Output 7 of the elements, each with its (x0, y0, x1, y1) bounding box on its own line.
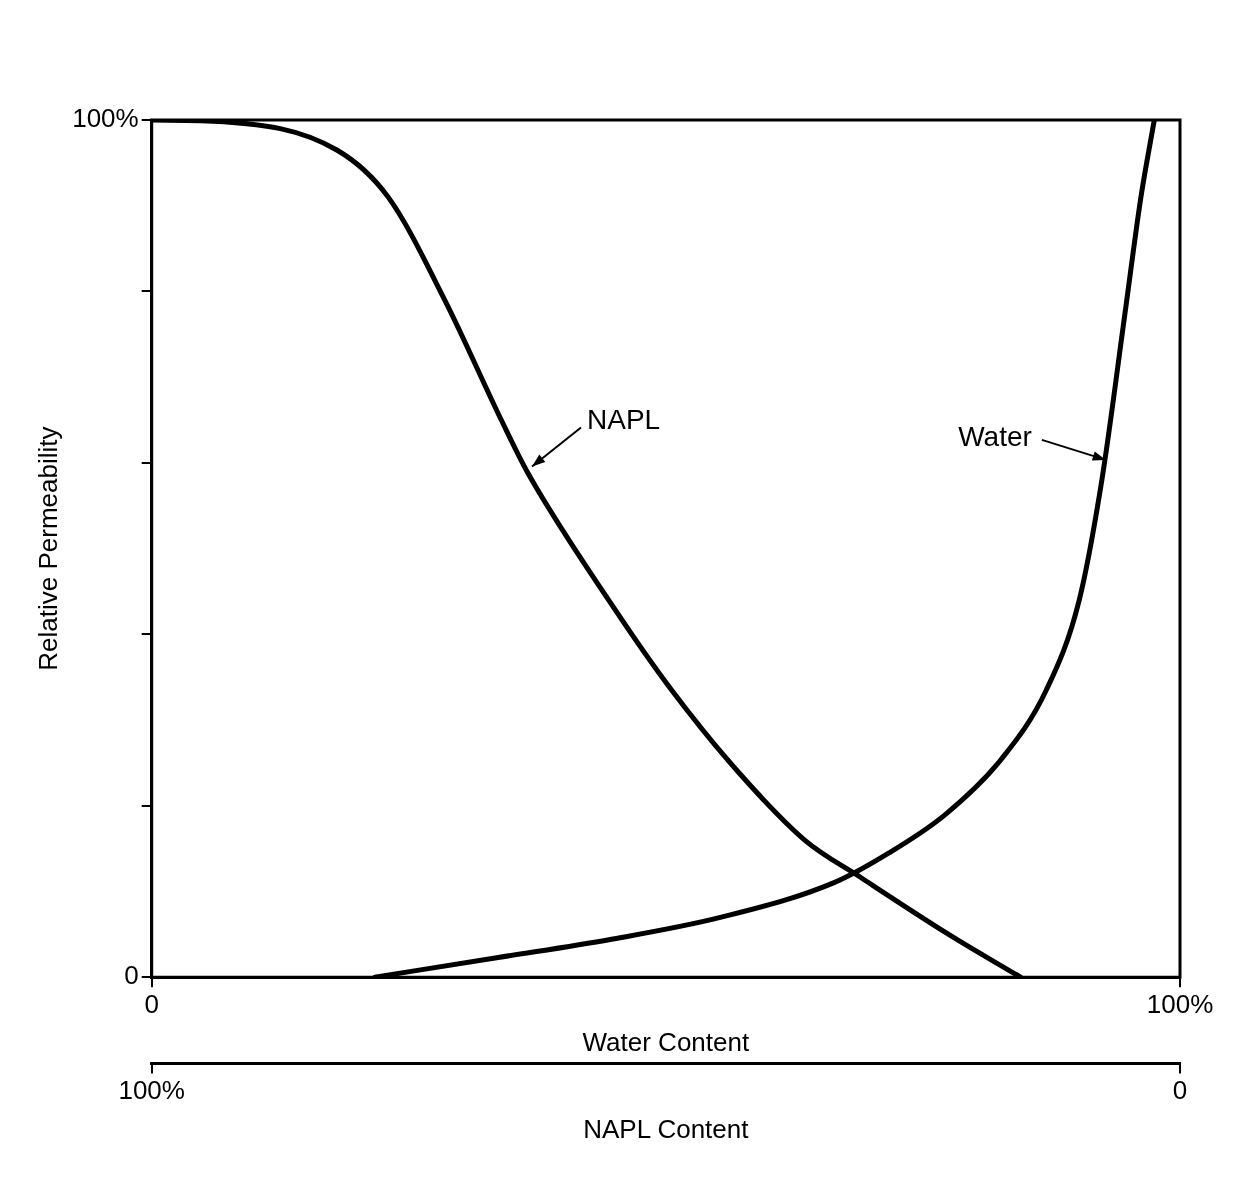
x2-tick-label: 100% (118, 1075, 185, 1106)
x-axis-title: Water Content (582, 1027, 750, 1058)
x2-tick-label: 0 (1172, 1075, 1188, 1106)
x2-axis-title: NAPL Content (583, 1113, 750, 1144)
y-axis-title: Relative Permeability (32, 426, 63, 671)
annotation: NAPL (587, 404, 661, 436)
annotation: Water (958, 420, 1032, 452)
